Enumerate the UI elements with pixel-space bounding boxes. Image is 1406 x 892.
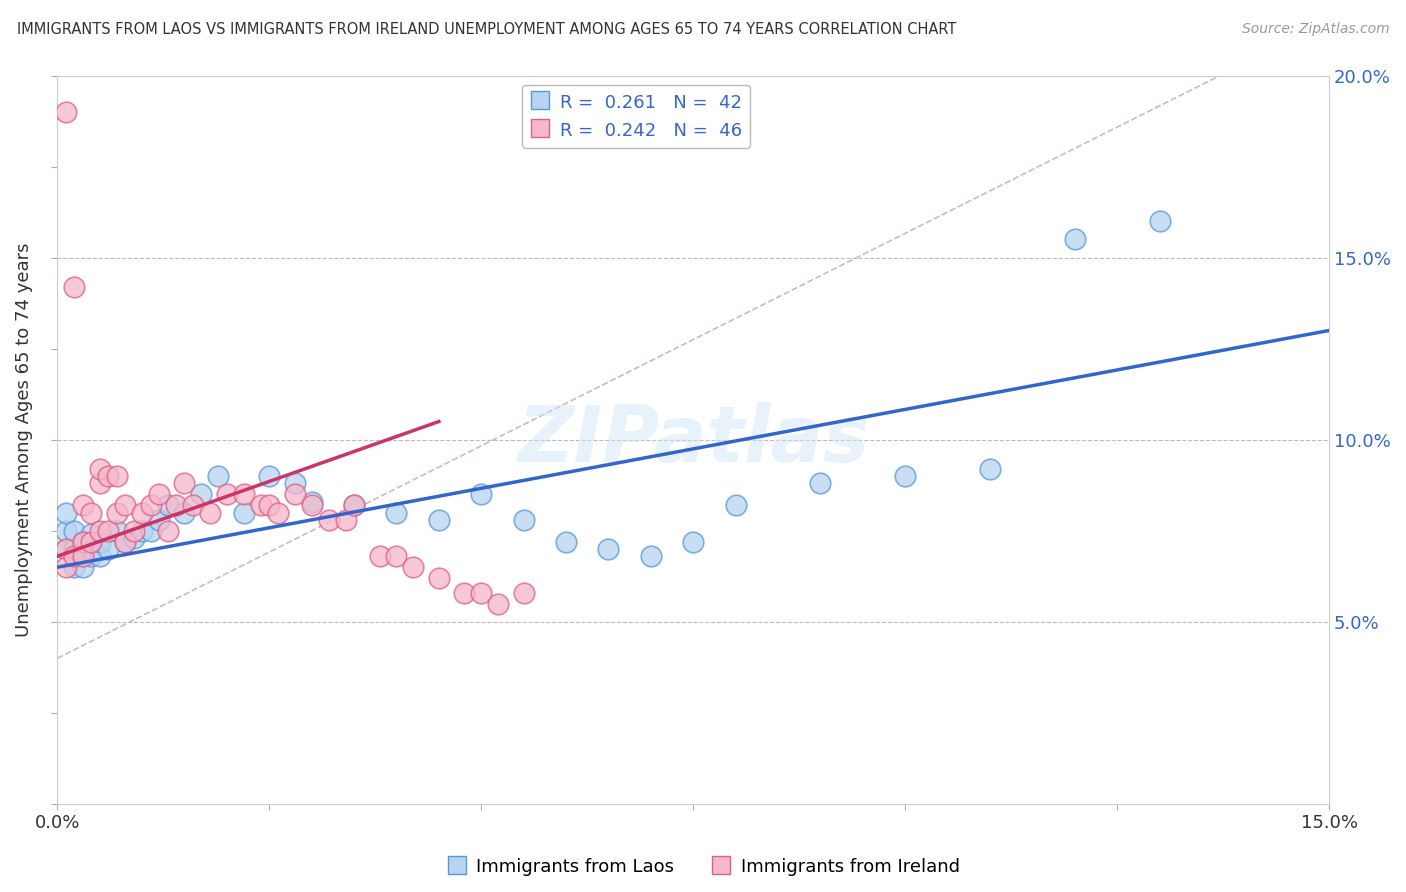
- Point: [486, 597, 509, 611]
- Point: [55, 104, 77, 119]
- Point: [512, 585, 534, 599]
- Point: [80, 534, 103, 549]
- Point: [385, 506, 408, 520]
- Point: [190, 487, 212, 501]
- Point: [63, 541, 86, 556]
- Point: [72, 560, 94, 574]
- Point: [72, 498, 94, 512]
- Point: [368, 549, 391, 564]
- Point: [284, 476, 307, 491]
- Point: [97, 541, 120, 556]
- Point: [598, 541, 620, 556]
- Legend: Immigrants from Laos, Immigrants from Ireland: Immigrants from Laos, Immigrants from Ir…: [439, 851, 967, 883]
- Point: [105, 506, 128, 520]
- Point: [1063, 232, 1085, 246]
- Point: [284, 487, 307, 501]
- Point: [682, 534, 704, 549]
- Point: [55, 506, 77, 520]
- Point: [207, 469, 229, 483]
- Point: [555, 534, 578, 549]
- Point: [198, 506, 221, 520]
- Point: [63, 279, 86, 293]
- Point: [114, 498, 136, 512]
- Point: [402, 560, 425, 574]
- Point: [122, 524, 145, 538]
- Point: [894, 469, 917, 483]
- Point: [156, 524, 179, 538]
- Point: [72, 549, 94, 564]
- Point: [122, 531, 145, 545]
- Point: [55, 541, 77, 556]
- Point: [156, 498, 179, 512]
- Text: IMMIGRANTS FROM LAOS VS IMMIGRANTS FROM IRELAND UNEMPLOYMENT AMONG AGES 65 TO 74: IMMIGRANTS FROM LAOS VS IMMIGRANTS FROM …: [17, 22, 956, 37]
- Point: [89, 524, 111, 538]
- Point: [89, 534, 111, 549]
- Point: [173, 506, 195, 520]
- Point: [259, 498, 281, 512]
- Point: [249, 498, 271, 512]
- Point: [259, 469, 281, 483]
- Point: [215, 487, 238, 501]
- Point: [470, 585, 492, 599]
- Point: [427, 513, 450, 527]
- Point: [301, 498, 323, 512]
- Point: [105, 524, 128, 538]
- Point: [640, 549, 662, 564]
- Point: [131, 524, 153, 538]
- Point: [385, 549, 408, 564]
- Point: [63, 549, 86, 564]
- Point: [173, 476, 195, 491]
- Point: [148, 487, 170, 501]
- Point: [131, 506, 153, 520]
- Point: [55, 541, 77, 556]
- Point: [80, 527, 103, 541]
- Point: [165, 498, 187, 512]
- Point: [139, 498, 162, 512]
- Point: [89, 476, 111, 491]
- Point: [72, 534, 94, 549]
- Point: [80, 506, 103, 520]
- Point: [148, 513, 170, 527]
- Text: Source: ZipAtlas.com: Source: ZipAtlas.com: [1241, 22, 1389, 37]
- Point: [810, 476, 832, 491]
- Y-axis label: Unemployment Among Ages 65 to 74 years: Unemployment Among Ages 65 to 74 years: [15, 243, 32, 637]
- Point: [470, 487, 492, 501]
- Point: [114, 534, 136, 549]
- Text: ZIPatlas: ZIPatlas: [517, 401, 869, 478]
- Point: [427, 571, 450, 585]
- Point: [139, 524, 162, 538]
- Point: [105, 469, 128, 483]
- Point: [89, 549, 111, 564]
- Point: [318, 513, 340, 527]
- Point: [512, 513, 534, 527]
- Point: [97, 469, 120, 483]
- Point: [343, 498, 366, 512]
- Point: [232, 487, 254, 501]
- Point: [63, 560, 86, 574]
- Legend: R =  0.261   N =  42, R =  0.242   N =  46: R = 0.261 N = 42, R = 0.242 N = 46: [523, 85, 749, 148]
- Point: [181, 498, 204, 512]
- Point: [335, 513, 357, 527]
- Point: [63, 524, 86, 538]
- Point: [72, 534, 94, 549]
- Point: [80, 549, 103, 564]
- Point: [1149, 214, 1171, 228]
- Point: [267, 506, 290, 520]
- Point: [979, 462, 1001, 476]
- Point: [301, 494, 323, 508]
- Point: [55, 524, 77, 538]
- Point: [114, 534, 136, 549]
- Point: [97, 524, 120, 538]
- Point: [343, 498, 366, 512]
- Point: [89, 462, 111, 476]
- Point: [55, 560, 77, 574]
- Point: [453, 585, 475, 599]
- Point: [724, 498, 747, 512]
- Point: [232, 506, 254, 520]
